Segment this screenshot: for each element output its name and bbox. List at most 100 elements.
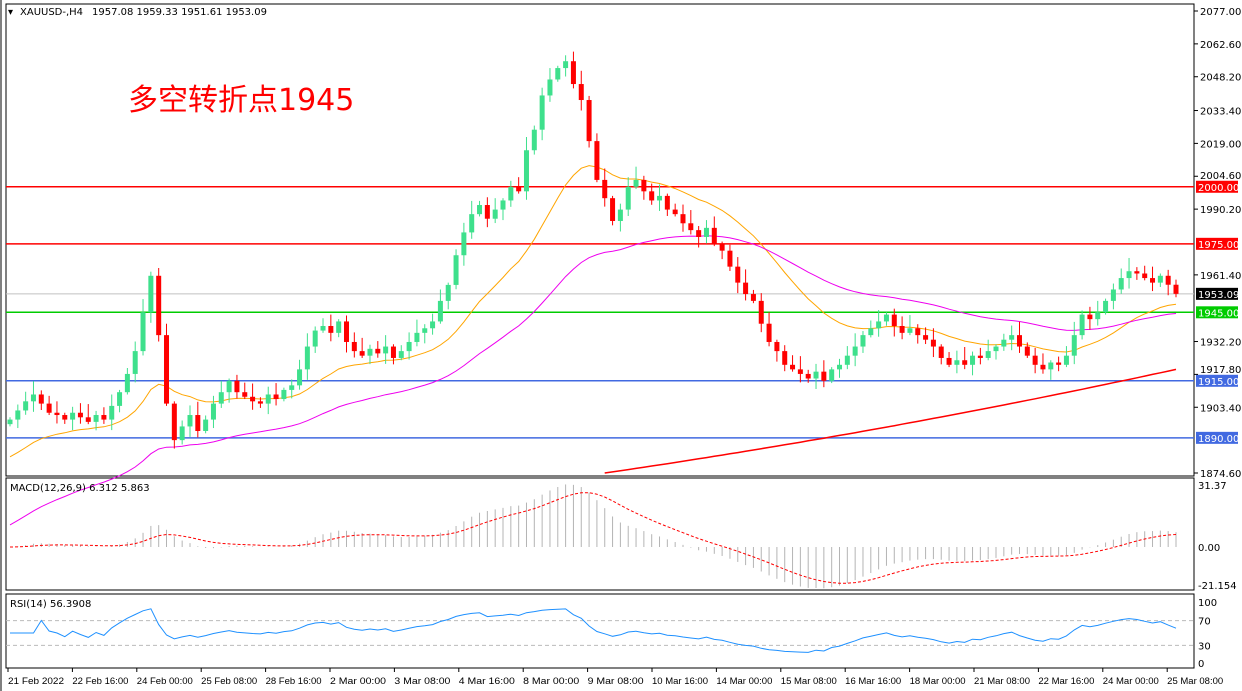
candle-bear — [602, 179, 608, 199]
candle-bull — [1126, 271, 1132, 279]
candle-bear — [610, 198, 616, 221]
candle-bear — [727, 250, 733, 267]
candle-bull — [852, 346, 858, 356]
candle-bull — [547, 79, 553, 96]
horizontal-levels: 2000.00 1975.00 1945.00 1915.00 1890.00 1953.… — [6, 180, 1239, 445]
candle-bull — [312, 330, 318, 347]
candle-bull — [1118, 278, 1124, 290]
time-tick-label: 2 Mar 00:00 — [330, 676, 386, 686]
candle-bull — [320, 326, 326, 331]
candle-bear — [1016, 335, 1022, 347]
candle-bear — [664, 195, 670, 210]
time-tick-label: 16 Mar 16:00 — [845, 676, 901, 686]
candle-bear — [923, 335, 929, 340]
candle-bear — [743, 282, 749, 295]
candle-bull — [140, 312, 146, 352]
current-price-tag — [1196, 287, 1238, 300]
candle-bull — [970, 355, 976, 365]
rsi-line — [10, 608, 1177, 653]
candle-bear — [758, 300, 764, 324]
candle-bull — [508, 186, 514, 201]
candle-bull — [281, 389, 287, 400]
time-tick-label: 24 Feb 00:00 — [137, 676, 193, 686]
candle-bull — [406, 341, 412, 352]
candle-bull — [1001, 339, 1007, 347]
candle-bull — [1079, 314, 1085, 336]
candle-bear — [711, 227, 717, 244]
candle-bull — [563, 61, 569, 69]
candle-bull — [837, 364, 843, 370]
candle-bull — [813, 371, 819, 379]
level-tag-label: 1915.00 — [1198, 377, 1239, 388]
candle-bull — [7, 419, 13, 425]
candle-bull — [336, 321, 342, 333]
rsi-tick-label: 0 — [1198, 659, 1204, 670]
level-tag — [1196, 180, 1238, 193]
price-tick-label: 1961.40 — [1200, 271, 1241, 282]
level-tag — [1196, 306, 1238, 319]
time-tick-label: 21 Mar 08:00 — [974, 676, 1030, 686]
candle-bull — [1063, 355, 1069, 365]
candle-bear — [351, 341, 357, 352]
candle-bear — [735, 266, 741, 283]
candle-bull — [993, 346, 999, 352]
candle-bull — [1110, 289, 1116, 301]
candle-bear — [774, 341, 780, 352]
candle-bear — [696, 230, 702, 237]
candle-bull — [289, 385, 295, 390]
candle-bear — [516, 186, 522, 192]
candle-bull — [15, 410, 21, 420]
macd-tick-label: 31.37 — [1198, 481, 1227, 492]
rsi-tick-label: 100 — [1198, 598, 1217, 609]
candle-bear — [930, 339, 936, 347]
candle-bear — [790, 364, 796, 370]
macd-pane — [5, 477, 1195, 591]
candle-bear — [250, 396, 256, 402]
candle-bull — [93, 415, 99, 422]
candle-bull — [883, 314, 889, 322]
candle-bear — [1056, 362, 1062, 365]
candle-bull — [657, 195, 663, 201]
candle-bear — [1165, 275, 1171, 285]
price-tick-label: 2048.20 — [1200, 73, 1241, 84]
candle-bear — [766, 323, 772, 342]
candle-bear — [1173, 284, 1179, 294]
price-tick-label: 1874.60 — [1200, 469, 1241, 480]
collapse-arrow-icon[interactable]: ▾ — [8, 7, 13, 18]
ma-mid-line — [9, 235, 1177, 526]
candle-bull — [1071, 335, 1077, 356]
macd-label: MACD(12,26,9) 6.312 5.863 — [10, 483, 150, 494]
candle-bull — [117, 392, 123, 406]
current-price-label: 1953.09 — [1198, 290, 1239, 301]
level-tag-label: 1890.00 — [1198, 434, 1239, 445]
candle-bull — [226, 380, 232, 393]
candle-bull — [210, 403, 216, 420]
candle-bull — [829, 369, 835, 381]
candle-bull — [23, 401, 29, 411]
candle-bear — [164, 335, 170, 404]
price-tick-label: 1903.40 — [1200, 403, 1241, 414]
candle-bear — [328, 326, 334, 333]
candle-bull — [304, 346, 310, 370]
candle-bear — [899, 326, 905, 333]
level-tag — [1196, 431, 1238, 444]
candle-bull — [1048, 362, 1054, 370]
candle-bear — [343, 321, 349, 342]
time-tick-label: 15 Mar 08:00 — [781, 676, 837, 686]
axes: 2077.00 2062.60 2048.20 2033.40 2019.00 2004.… — [7, 7, 1241, 686]
rsi-pane — [5, 593, 1195, 669]
candle-bull — [132, 351, 138, 374]
candle-bear — [962, 360, 968, 365]
candle-bull — [985, 351, 991, 358]
candle-bull — [1157, 275, 1163, 283]
candle-bear — [375, 348, 381, 354]
candle-bear — [257, 401, 263, 404]
candle-bull — [860, 335, 866, 347]
candle-bull — [430, 321, 436, 329]
candle-bull — [218, 392, 224, 404]
candle-bear — [821, 371, 827, 381]
rsi-tick-label: 70 — [1198, 617, 1211, 628]
candle-bear — [156, 275, 162, 336]
candle-bull — [187, 415, 193, 427]
